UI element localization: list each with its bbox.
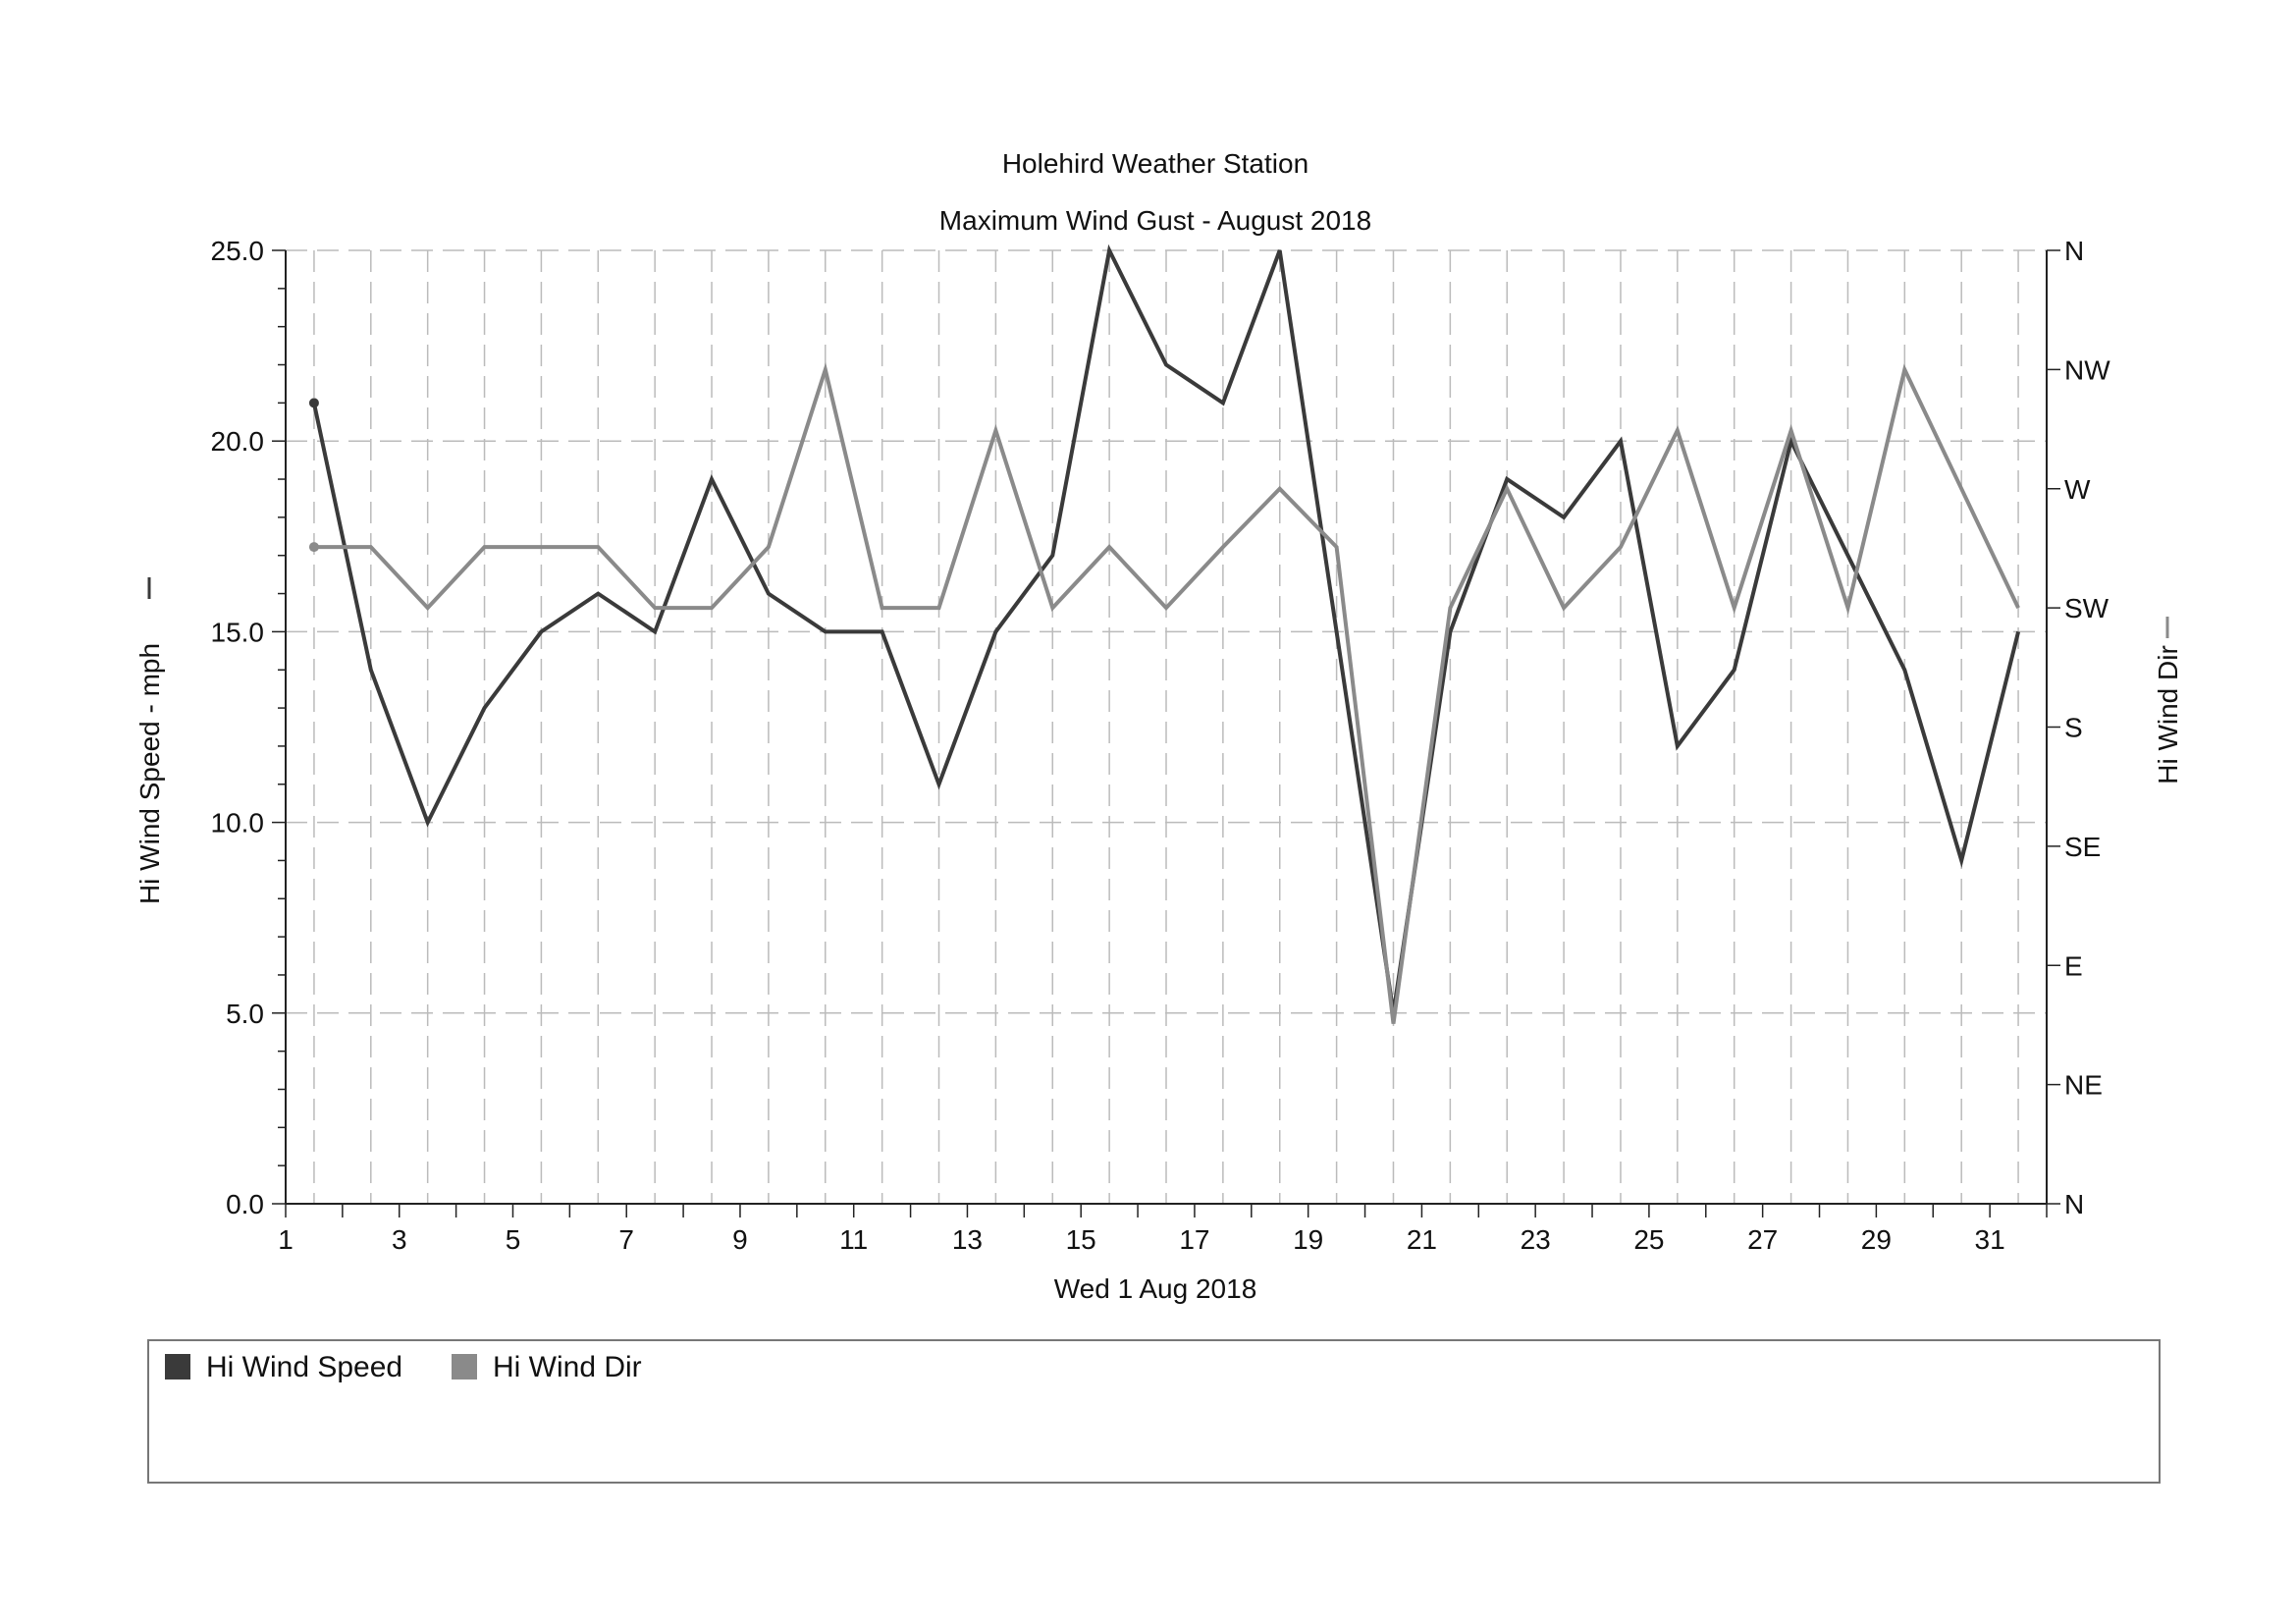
x-axis-ticks: 1 3 5 7 9 11 13 15 17 19 21 23 25 27 29 31 [278,1204,2048,1255]
y-right-tick-label: E [2064,950,2083,981]
x-tick-label: 19 [1293,1224,1323,1255]
grid [286,249,2047,1205]
x-tick-label: 25 [1633,1224,1664,1255]
x-tick-label: 31 [1975,1224,2005,1255]
y-left-tick-label: 0.0 [226,1189,264,1219]
legend-swatch-1 [165,1354,190,1380]
x-tick-label: 1 [278,1224,294,1255]
x-tick-label: 17 [1179,1224,1209,1255]
series-start-marker-2 [308,542,319,553]
y-right-tick-label: SE [2064,832,2101,862]
x-tick-label: 7 [618,1224,634,1255]
legend-box [147,1339,2161,1484]
y-right-tick-label: N [2064,236,2084,266]
x-tick-label: 9 [732,1224,748,1255]
x-tick-label: 23 [1521,1224,1551,1255]
x-tick-label: 27 [1747,1224,1778,1255]
series-layer [308,243,2021,1024]
series-start-marker-1 [308,398,319,408]
left-axis-ticks: 0.0 5.0 10.0 15.0 20.0 25.0 [211,236,286,1219]
legend-swatch-2 [452,1354,477,1380]
y-right-tick-label: SW [2064,593,2109,623]
y-right-tick-label: W [2064,474,2091,505]
chart-subtitle: Maximum Wind Gust - August 2018 [939,205,1371,236]
y-right-tick-label: NW [2064,354,2110,385]
x-tick-label: 3 [392,1224,407,1255]
y-right-tick-label: S [2064,713,2083,743]
y-left-tick-label: 5.0 [226,999,264,1029]
y-left-tick-label: 20.0 [211,426,265,457]
legend-label-2: Hi Wind Dir [493,1351,642,1383]
x-tick-label: 21 [1407,1224,1437,1255]
series-line-2 [313,361,2020,1024]
x-tick-label: 11 [839,1224,868,1255]
y-left-tick-label: 15.0 [211,617,265,647]
x-tick-label: 29 [1861,1224,1892,1255]
legend: Hi Wind Speed Hi Wind Dir [165,1351,642,1383]
y-right-tick-label: NE [2064,1070,2103,1101]
x-tick-label: 13 [952,1224,983,1255]
series-line-1 [311,243,2021,1014]
y-right-tick-label: N [2064,1189,2084,1219]
x-axis-label: Wed 1 Aug 2018 [1054,1273,1257,1304]
y-left-tick-label: 25.0 [211,236,265,266]
y-left-tick-label: 10.0 [211,808,265,839]
right-axis-ticks: N NE E SE S SW W NW N [2047,236,2110,1219]
legend-label-1: Hi Wind Speed [206,1351,402,1383]
x-tick-label: 5 [506,1224,521,1255]
chart-title: Holehird Weather Station [1002,148,1308,179]
y-axis-right-label: Hi Wind Dir [2153,645,2183,784]
y-axis-left-label: Hi Wind Speed - mph [134,643,165,904]
x-tick-label: 15 [1066,1224,1096,1255]
